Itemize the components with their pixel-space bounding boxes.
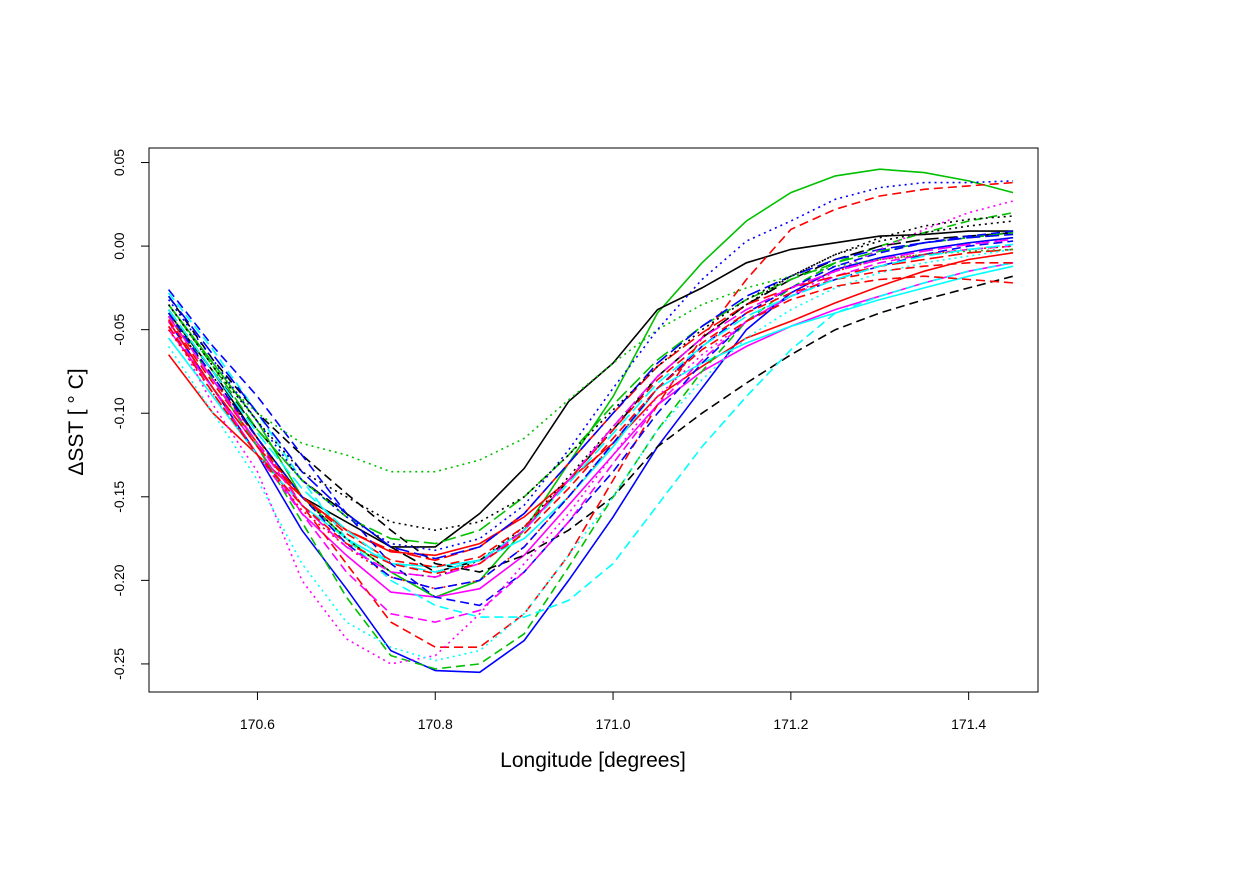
series-line-9 xyxy=(167,211,1014,670)
series-line-2 xyxy=(167,236,1014,674)
x-tick-label: 171.4 xyxy=(951,716,986,732)
y-tick-label: -0.20 xyxy=(111,564,127,596)
series-line-8 xyxy=(167,181,1014,649)
series-line-24 xyxy=(167,230,1014,590)
series-line-23 xyxy=(167,220,1014,532)
series-line-10 xyxy=(167,240,1014,607)
y-tick-label: -0.25 xyxy=(111,648,127,680)
series-line-26 xyxy=(167,243,1014,573)
x-axis-title: Longitude [degrees] xyxy=(500,749,686,772)
series-line-13 xyxy=(167,231,1014,573)
series-line-20 xyxy=(167,180,1014,552)
x-tick-label: 170.8 xyxy=(418,716,453,732)
x-axis: 170.6 170.8 171.0 171.2 171.4 xyxy=(240,691,986,732)
x-tick-label: 171.2 xyxy=(773,716,808,732)
y-tick-label: 0.00 xyxy=(111,232,127,259)
series-line-21 xyxy=(167,200,1014,665)
series-line-25 xyxy=(167,261,1014,568)
series-line-28 xyxy=(167,275,1014,575)
y-axis: 0.05 0.00 -0.05 -0.10 -0.15 -0.20 -0.25 xyxy=(111,149,150,680)
y-axis-title: ΔSST [ ° C] xyxy=(65,368,88,475)
series-line-3 xyxy=(167,230,1014,548)
series-line-11 xyxy=(167,262,1014,618)
y-tick-label: -0.05 xyxy=(111,314,127,346)
y-tick-label: 0.05 xyxy=(111,149,127,176)
plot-frame xyxy=(148,147,1039,693)
series-line-7 xyxy=(167,275,1014,573)
series-line-16 xyxy=(167,233,1014,560)
y-tick-label: -0.15 xyxy=(111,481,127,513)
series-line-27 xyxy=(167,238,1014,578)
series-layer xyxy=(167,168,1014,674)
y-tick-label: -0.10 xyxy=(111,397,127,429)
series-line-12 xyxy=(167,245,1014,623)
x-tick-label: 170.6 xyxy=(240,716,275,732)
x-tick-label: 171.0 xyxy=(596,716,631,732)
